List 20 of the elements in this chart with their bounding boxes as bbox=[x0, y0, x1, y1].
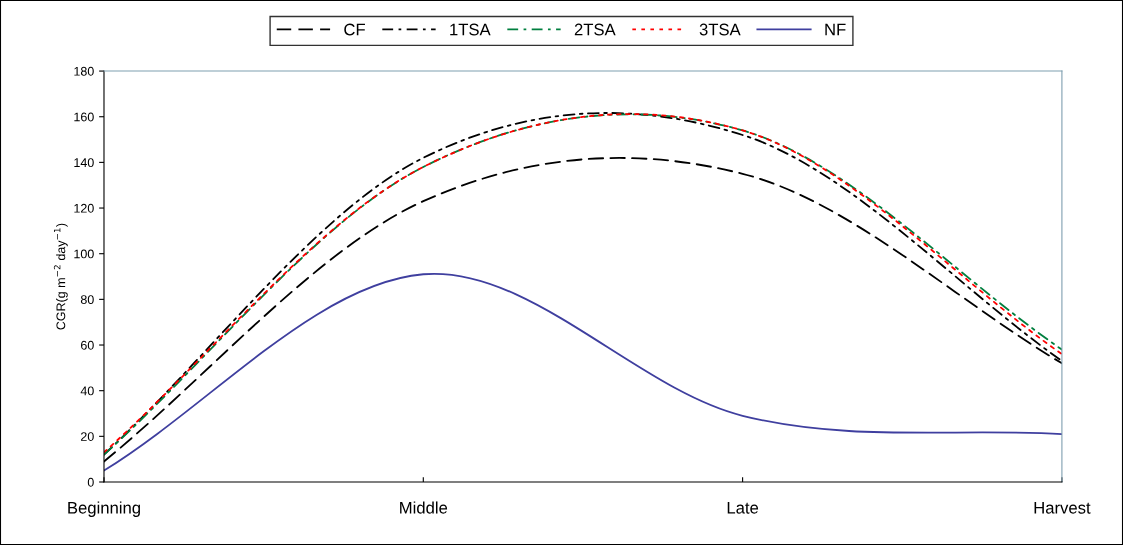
legend-label: 3TSA bbox=[699, 23, 741, 36]
y-tick-label: 160 bbox=[74, 112, 94, 122]
legend-label: 1TSA bbox=[450, 23, 491, 36]
x-tick-label: Middle bbox=[400, 501, 448, 514]
y-tick-label: 40 bbox=[80, 386, 94, 396]
legend-label: 2TSA bbox=[574, 23, 616, 36]
y-tick-label: 120 bbox=[74, 203, 94, 213]
legend-label: NF bbox=[825, 23, 846, 36]
x-tick-label: Late bbox=[727, 502, 759, 514]
x-tick-label: Beginning bbox=[68, 501, 140, 517]
y-tick-label: 0 bbox=[87, 477, 94, 487]
legend-label: CF bbox=[344, 23, 365, 36]
y-tick-label: 180 bbox=[74, 66, 94, 76]
y-axis-title: CGR(g m$^{−2}$ day$^{−1}$) bbox=[53, 223, 68, 330]
y-tick-label: 100 bbox=[74, 249, 94, 259]
y-tick-label: 60 bbox=[81, 340, 94, 350]
y-tick-label: 20 bbox=[80, 432, 94, 441]
x-tick-label: Harvest bbox=[1034, 502, 1091, 514]
y-tick-label: 80 bbox=[80, 295, 94, 305]
y-tick-label: 140 bbox=[74, 158, 94, 168]
